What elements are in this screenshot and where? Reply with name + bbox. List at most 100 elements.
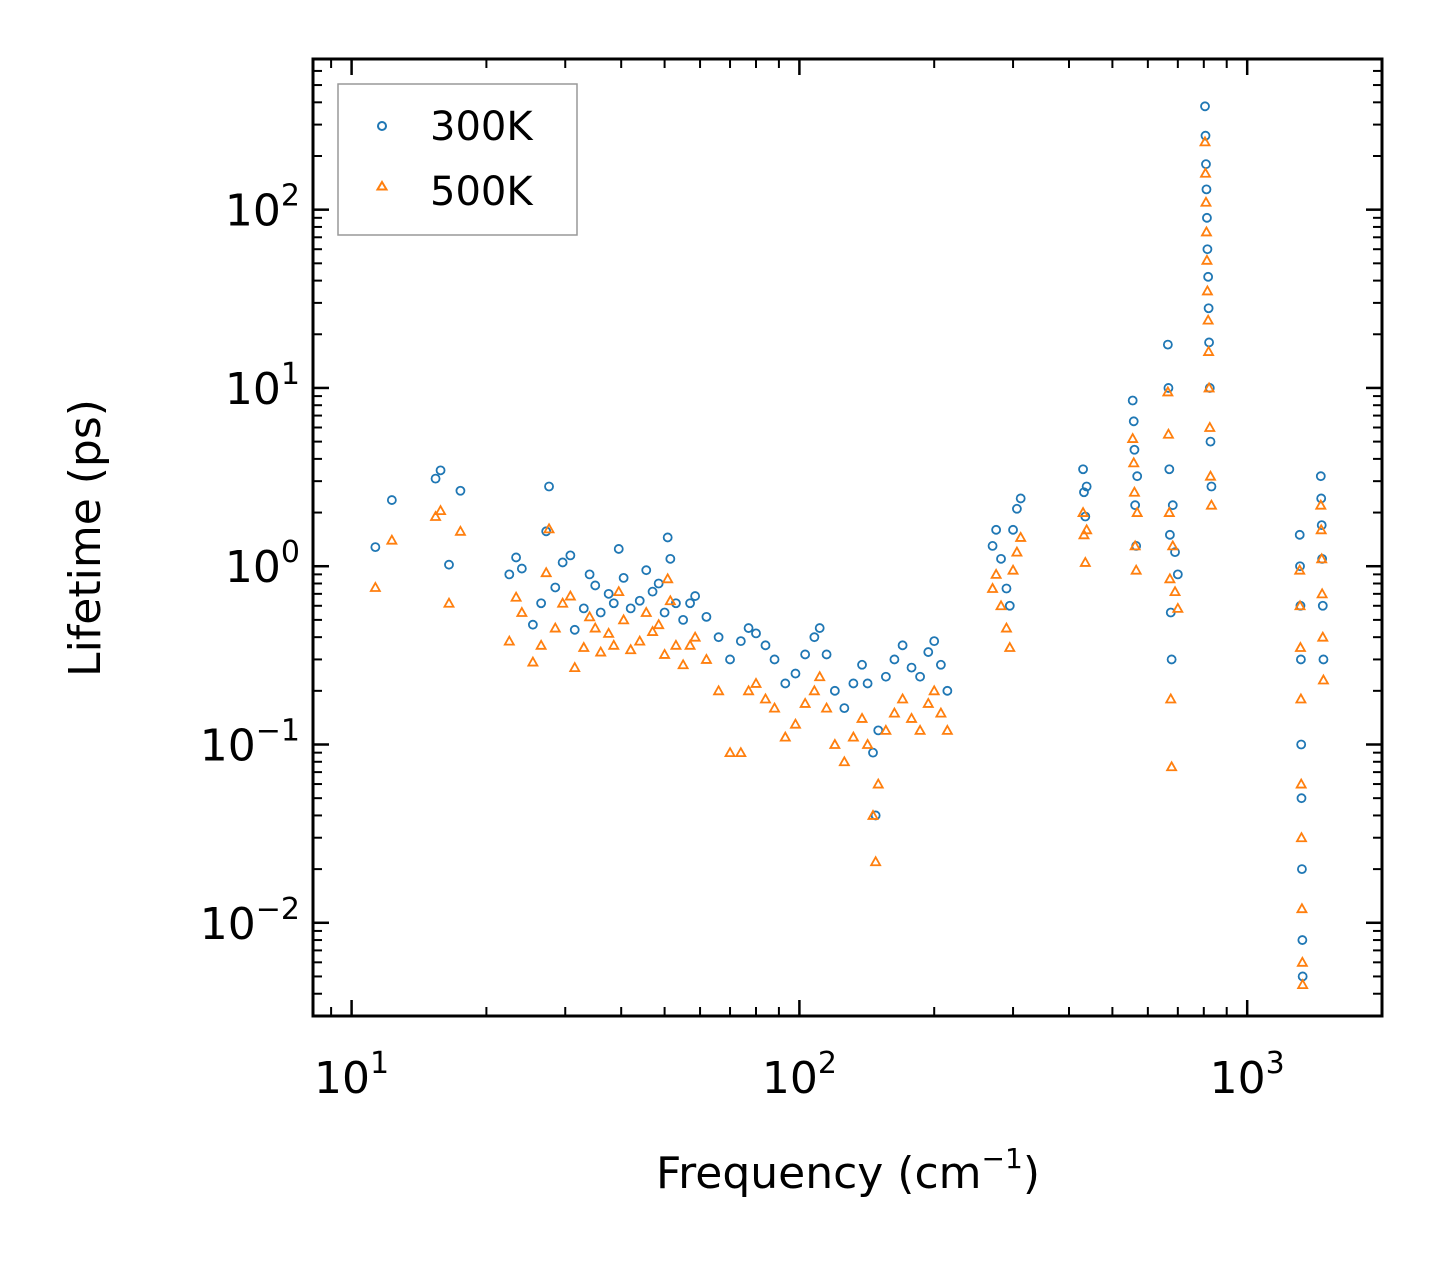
point-300K: [1296, 739, 1307, 750]
point-500K: [515, 606, 528, 617]
point-500K: [652, 618, 665, 630]
y-tick-exponent: 1: [281, 357, 300, 392]
y-tick-exponent: 0: [281, 535, 300, 570]
point-500K: [896, 692, 909, 704]
point-300K: [1164, 464, 1175, 475]
y-axis-title: Lifetime (ps): [60, 399, 111, 677]
point-500K: [712, 684, 725, 696]
point-500K: [1161, 385, 1174, 397]
point-300K: [880, 671, 891, 682]
point-500K: [677, 658, 690, 670]
point-500K: [1130, 563, 1143, 575]
major-ticks: [313, 59, 1382, 1016]
point-500K: [1204, 469, 1217, 481]
point-300K: [1203, 303, 1214, 314]
point-500K: [640, 606, 653, 617]
x-tick-label-0: 101: [314, 1046, 389, 1104]
point-500K: [646, 625, 659, 636]
point-500K: [1163, 506, 1176, 517]
point-500K: [1315, 552, 1328, 564]
point-500K: [607, 638, 620, 650]
point-300K: [923, 647, 934, 657]
point-300K: [1128, 416, 1139, 427]
x-axis-title: Frequency (cm−1): [656, 1142, 1040, 1199]
point-500K: [664, 594, 677, 606]
point-300K: [662, 532, 673, 543]
point-300K: [735, 636, 746, 647]
point-500K: [1293, 599, 1307, 611]
point-300K: [1315, 471, 1326, 482]
point-500K: [934, 706, 947, 718]
x-tick-base: 10: [762, 1053, 818, 1104]
point-300K: [386, 495, 397, 505]
point-300K: [1294, 529, 1305, 540]
point-300K: [455, 485, 466, 496]
point-500K: [1200, 253, 1213, 265]
point-300K: [701, 611, 712, 622]
y-tick-base: 10: [225, 364, 281, 415]
legend-marker-300k: [377, 121, 387, 131]
point-300K: [1295, 654, 1306, 665]
point-300K: [504, 569, 515, 580]
point-300K: [1079, 487, 1089, 498]
point-300K: [1129, 444, 1140, 455]
point-500K: [1314, 498, 1327, 510]
point-300K: [1297, 935, 1308, 945]
point-500K: [1295, 831, 1308, 843]
point-500K: [526, 655, 539, 667]
x-tick-base: 10: [1210, 1053, 1266, 1104]
point-500K: [1166, 539, 1179, 551]
point-300K: [557, 557, 568, 568]
point-500K: [1164, 692, 1177, 704]
point-500K: [549, 621, 562, 633]
point-500K: [1163, 572, 1176, 584]
point-300K: [1081, 481, 1092, 492]
point-500K: [779, 730, 792, 742]
point-500K: [385, 533, 398, 545]
point-300K: [1297, 864, 1307, 875]
point-500K: [1010, 545, 1023, 557]
point-300K: [595, 607, 606, 618]
legend: 300K 500K: [337, 83, 578, 236]
point-500K: [540, 566, 553, 578]
point-300K: [641, 565, 652, 576]
point-500K: [1079, 556, 1092, 567]
point-300K: [608, 598, 619, 609]
point-300K: [435, 465, 446, 476]
point-300K: [996, 553, 1006, 564]
point-500K: [564, 589, 577, 601]
point-300K: [790, 668, 801, 679]
point-300K: [1001, 583, 1012, 594]
point-300K: [1127, 395, 1138, 406]
point-300K: [678, 614, 689, 625]
point-300K: [659, 607, 670, 618]
point-300K: [1167, 500, 1178, 511]
point-300K: [590, 580, 601, 591]
point-300K: [1132, 471, 1143, 482]
point-500K: [1199, 166, 1212, 178]
point-300K: [550, 582, 561, 593]
point-500K: [872, 777, 885, 789]
point-300K: [897, 640, 908, 651]
point-500K: [941, 724, 954, 735]
point-500K: [633, 634, 646, 646]
point-500K: [866, 809, 880, 820]
point-300K: [1201, 184, 1212, 195]
point-500K: [535, 638, 548, 650]
y-tick-exponent: −1: [256, 714, 300, 749]
point-500K: [589, 621, 602, 633]
y-tick-label-4: 102: [225, 179, 300, 237]
y-tick-base: 10: [200, 899, 256, 950]
point-500K: [1127, 456, 1140, 468]
point-300K: [991, 524, 1002, 535]
point-500K: [847, 730, 860, 742]
point-500K: [1165, 760, 1178, 772]
point-500K: [1007, 563, 1020, 575]
point-300K: [857, 659, 867, 670]
y-tick-base: 10: [225, 186, 281, 237]
y-tick-base: 10: [225, 542, 281, 593]
point-300K: [613, 544, 624, 554]
point-500K: [828, 738, 841, 749]
point-300K: [1008, 524, 1018, 535]
point-500K: [1168, 585, 1182, 597]
